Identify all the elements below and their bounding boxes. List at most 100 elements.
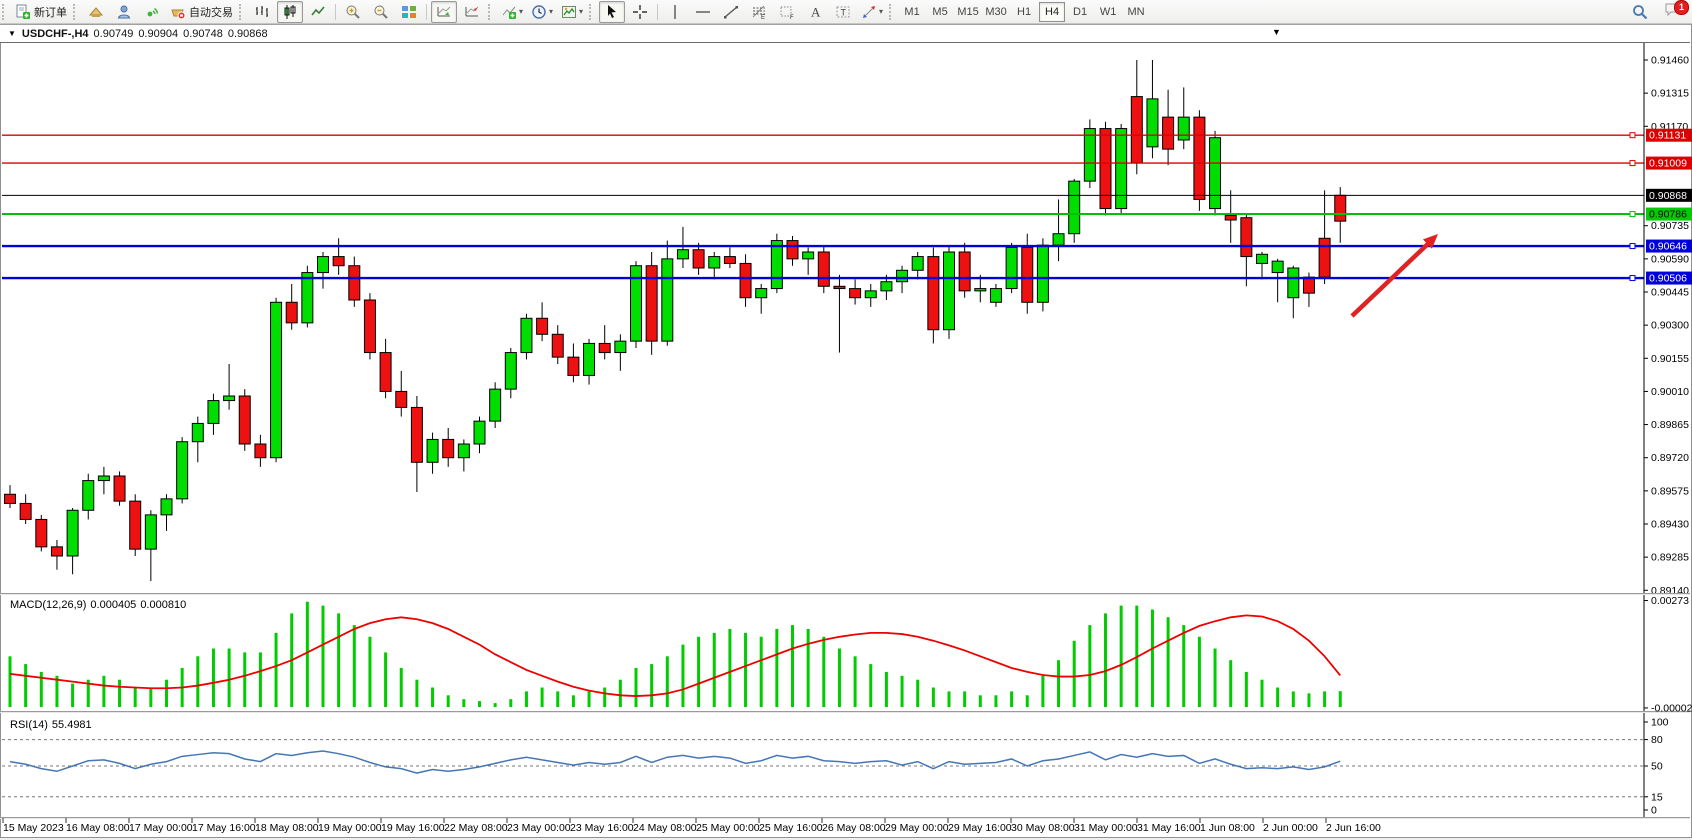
candle: [911, 256, 924, 271]
zoom-in-button[interactable]: [340, 1, 366, 23]
ohlc-high: 0.90904: [138, 27, 179, 40]
line-handle[interactable]: [1629, 243, 1636, 250]
line-handle[interactable]: [1629, 275, 1636, 282]
candle: [708, 256, 721, 269]
autotrading-icon: [170, 4, 186, 20]
chevron-down-icon[interactable]: ▾: [879, 7, 884, 16]
autoscroll-icon: [436, 4, 452, 20]
template-icon: [561, 4, 577, 20]
vertical-line-button[interactable]: [662, 1, 688, 23]
indicators-button[interactable]: ▾: [498, 1, 526, 23]
price-badge: [1646, 188, 1692, 202]
line-handle[interactable]: [1629, 211, 1636, 218]
macd-layer: [8, 601, 1342, 707]
text-button[interactable]: A: [802, 1, 828, 23]
horizontal-line-button[interactable]: [690, 1, 716, 23]
line-chart-button[interactable]: [305, 1, 331, 23]
tile-windows-button[interactable]: [396, 1, 422, 23]
toolbar-drag-handle[interactable]: [239, 3, 246, 20]
timeframe-m30-button[interactable]: M30: [985, 5, 1007, 18]
market-depth-button[interactable]: [83, 1, 109, 23]
toolbar-drag-handle[interactable]: [589, 3, 596, 20]
candle: [1130, 96, 1143, 164]
candle: [223, 395, 236, 402]
chevron-down-icon[interactable]: ▾: [519, 7, 524, 16]
toolbar-drag-handle[interactable]: [73, 3, 80, 20]
time-axis[interactable]: 15 May 2023 16 May 08:00 17 May 00:00 17 Ma…: [2, 818, 1381, 834]
textT-icon: T: [835, 4, 851, 20]
price-badge: [1646, 271, 1692, 285]
candle: [1083, 128, 1096, 182]
candle: [1209, 137, 1222, 210]
rsi-tick-label: 100: [1651, 717, 1669, 729]
price-tick-label: 0.89430: [1651, 519, 1689, 531]
candle: [442, 438, 455, 459]
candle: [1302, 276, 1315, 294]
search-button[interactable]: [1627, 1, 1653, 23]
signals-button[interactable]: [139, 1, 165, 23]
candle: [4, 493, 16, 504]
timeframe-m1-button[interactable]: M1: [904, 5, 920, 18]
candle: [50, 546, 63, 557]
label-button[interactable]: T: [830, 1, 856, 23]
chevron-down-icon[interactable]: ▾: [579, 7, 584, 16]
time-tick-label: 29 May 16:00: [948, 822, 1012, 834]
candle: [1036, 244, 1049, 303]
auto-scroll-button[interactable]: [431, 0, 457, 23]
price-tick-label: 0.90590: [1651, 253, 1689, 265]
candlestick-button[interactable]: [277, 0, 303, 23]
toolbar-drag-handle[interactable]: [488, 3, 495, 20]
timeframe-mn-button[interactable]: MN: [1127, 5, 1145, 18]
cursor-button[interactable]: [599, 0, 626, 23]
toolbar-drag-handle[interactable]: [889, 3, 896, 20]
periods-button[interactable]: ▾: [528, 1, 556, 23]
autotrading-button[interactable]: 自动交易: [167, 1, 236, 23]
candle: [238, 395, 251, 445]
grid-button[interactable]: F: [774, 1, 800, 23]
candle: [191, 422, 204, 443]
chart-symbol-period: USDCHF-,H4: [21, 27, 89, 40]
chart-canvas[interactable]: 0.914600.913150.911700.907350.905900.904…: [0, 24, 1692, 840]
rsi-line: [9, 750, 1341, 774]
trend-arrow[interactable]: [1350, 234, 1438, 318]
toolbar-drag-handle[interactable]: [2, 3, 9, 20]
person-icon: [116, 4, 132, 20]
bar-chart-button[interactable]: [249, 1, 275, 23]
toolbar-separator: [426, 3, 427, 20]
search-icon: [1632, 4, 1648, 20]
timeframe-d1-button[interactable]: D1: [1073, 5, 1088, 18]
chart-shift-button[interactable]: [459, 1, 485, 23]
timeframe-m15-button[interactable]: M15: [957, 5, 979, 18]
line-handle[interactable]: [1629, 160, 1636, 167]
time-tick-label: 2 Jun 00:00: [1263, 822, 1318, 834]
chart-collapse-icon[interactable]: ▼: [8, 29, 16, 38]
notifications-button[interactable]: 1: [1664, 0, 1689, 23]
timeframe-m5-button[interactable]: M5: [932, 5, 948, 18]
zoom-out-icon: [373, 4, 389, 20]
shapes-icon: [861, 4, 877, 20]
crosshair-icon: [632, 4, 648, 20]
macd-pane[interactable]: [1, 596, 1689, 711]
timeframe-w1-button[interactable]: W1: [1099, 5, 1117, 18]
crosshair-button[interactable]: [627, 1, 653, 23]
timeframe-h1-button[interactable]: H1: [1017, 5, 1032, 18]
ohlc-close: 0.90868: [227, 27, 268, 40]
cursor-icon: [604, 4, 620, 20]
chart-quick-menu-icon[interactable]: ▼: [1272, 27, 1281, 37]
trendline-button[interactable]: [718, 1, 744, 23]
new-order-button[interactable]: 新订单: [12, 1, 70, 23]
line-handle[interactable]: [1629, 132, 1636, 139]
price-tick-label: 0.89865: [1651, 419, 1689, 431]
chevron-down-icon[interactable]: ▾: [549, 7, 554, 16]
autotrading-button-label: 自动交易: [189, 6, 233, 19]
shapes-button[interactable]: ▾: [858, 1, 886, 23]
timeframe-h4-button[interactable]: H4: [1039, 1, 1066, 22]
zoom-out-button[interactable]: [368, 1, 394, 23]
candle: [958, 251, 971, 292]
fibonacci-button[interactable]: E: [746, 1, 772, 23]
candles-icon: [282, 4, 298, 20]
main-price-pane[interactable]: [1, 43, 1689, 593]
templates-button[interactable]: ▾: [558, 1, 586, 23]
community-button[interactable]: [111, 1, 137, 23]
price-tick-label: 0.90155: [1651, 353, 1689, 365]
